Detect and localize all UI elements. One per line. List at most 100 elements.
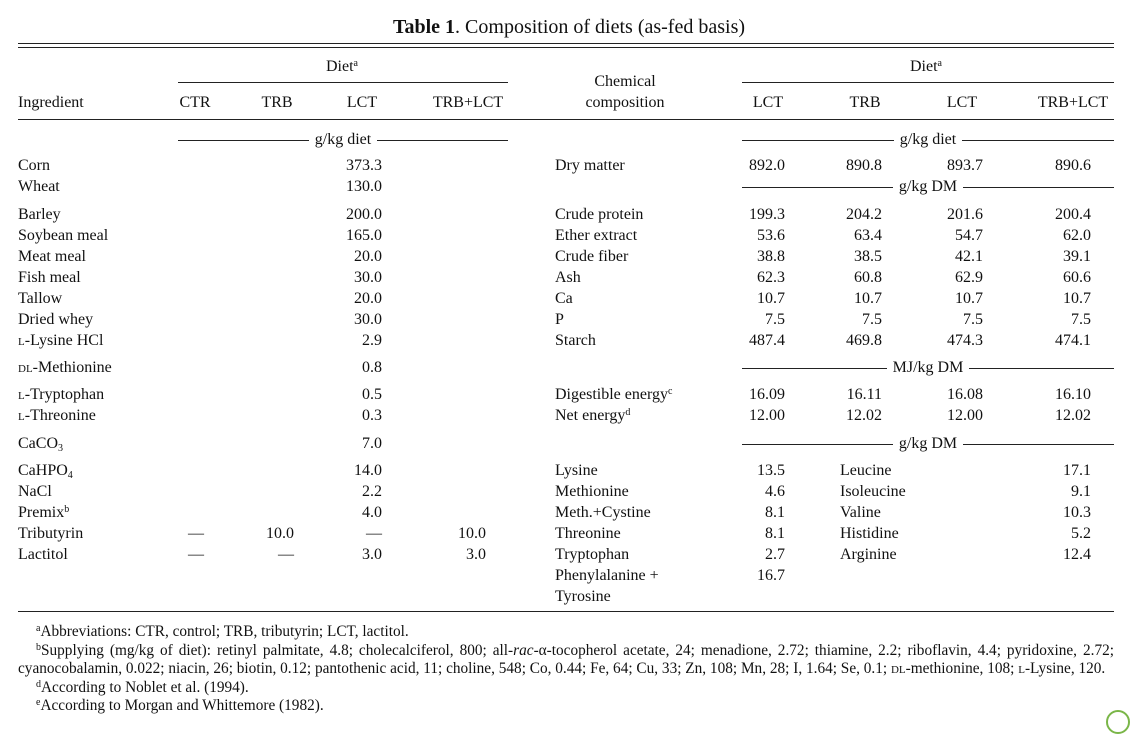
name: Ash <box>555 269 581 286</box>
footnote-mark: b <box>36 641 41 653</box>
cell: — <box>278 546 294 563</box>
composition: Ca <box>555 290 573 308</box>
ingredient: Tallow <box>18 290 62 308</box>
column-header: LCT <box>752 94 784 111</box>
name: -Tryptophan <box>24 386 105 403</box>
ingredient: Corn <box>18 157 50 175</box>
cell: 487.4 <box>749 332 785 349</box>
footnote-text: According to Morgan and Whittemore (1982… <box>40 697 324 715</box>
name: Dried whey <box>18 311 94 328</box>
amino-acid: Leucine <box>840 462 892 479</box>
unit-label: g/kg diet <box>314 131 372 148</box>
unit-divider: g/kg DM <box>742 435 1115 453</box>
cell: 200.0 <box>346 206 382 223</box>
cell: 16.08 <box>947 386 983 403</box>
cell: 62.3 <box>757 269 785 286</box>
amino-acid: Methionine <box>555 483 629 500</box>
name: Dry matter <box>555 157 625 174</box>
name: Ether extract <box>555 227 638 244</box>
composition: Net energyd <box>555 407 630 425</box>
logo <box>1106 710 1130 734</box>
footnote-text: Supplying (mg/kg of diet): retinyl palmi… <box>41 641 514 659</box>
cell: 16.7 <box>757 567 785 584</box>
cell: 7.5 <box>963 311 983 328</box>
cell: 201.6 <box>947 206 983 223</box>
name: Starch <box>555 332 596 349</box>
ingredient: Wheat <box>18 178 60 196</box>
cell: 62.0 <box>1063 227 1091 244</box>
unit-label: g/kg diet <box>899 131 957 148</box>
name: Premix <box>18 504 65 521</box>
ingredient: Barley <box>18 206 61 224</box>
footnote: dAccording to Noblet et al. (1994). <box>18 679 1114 698</box>
column-header: LCT <box>946 94 978 111</box>
name: -Methionine <box>32 359 112 376</box>
group-rule <box>742 82 1114 83</box>
cell: — <box>366 525 382 542</box>
cell: 20.0 <box>354 248 382 265</box>
ingredient: l-Tryptophan <box>18 386 104 404</box>
ingredient: CaCO3 <box>18 435 63 454</box>
cell: 53.6 <box>757 227 785 244</box>
prefix: dl <box>18 359 33 376</box>
cell: 10.7 <box>757 290 785 307</box>
name: Ca <box>555 290 573 307</box>
cell: 2.2 <box>362 483 382 500</box>
unit-line <box>963 186 1115 188</box>
cell: 200.4 <box>1055 206 1091 223</box>
footnote-text: dl <box>890 660 906 678</box>
table-title: Table 1. Composition of diets (as-fed ba… <box>393 16 745 38</box>
column-header: Chemical <box>594 73 656 90</box>
cell: 63.4 <box>854 227 882 244</box>
name: Crude fiber <box>555 248 629 265</box>
unit-line <box>742 186 893 188</box>
cell: 42.1 <box>955 248 983 265</box>
ingredient: l-Lysine HCl <box>18 332 103 350</box>
cell: 14.0 <box>354 462 382 479</box>
superscript: a <box>937 58 942 69</box>
composition: Dry matter <box>555 157 625 175</box>
superscript: a <box>353 58 358 69</box>
unit-divider: MJ/kg DM <box>742 359 1114 377</box>
ingredient: CaHPO4 <box>18 462 73 481</box>
name: Crude protein <box>555 206 644 223</box>
composition: Digestible energyc <box>555 386 672 404</box>
footnote-text: According to Noblet et al. (1994). <box>41 678 249 696</box>
cell: 890.8 <box>846 157 882 174</box>
cell: — <box>188 525 204 542</box>
footnote-text: rac <box>513 641 534 659</box>
ingredient: Meat meal <box>18 248 86 266</box>
column-header: TRB <box>261 94 293 111</box>
cell: 8.1 <box>765 504 785 521</box>
unit-divider: g/kg diet <box>178 131 508 149</box>
ingredient: Fish meal <box>18 269 81 287</box>
composition: Starch <box>555 332 596 350</box>
footnote-text: -Lysine, 120. <box>1024 660 1106 678</box>
name: Lactitol <box>18 546 68 563</box>
column-header: TRB+LCT <box>1037 94 1109 111</box>
footnote: aAbbreviations: CTR, control; TRB, tribu… <box>18 623 1114 642</box>
cell: 0.8 <box>362 359 382 376</box>
unit-divider: g/kg diet <box>742 131 1114 149</box>
superscript: c <box>668 386 673 397</box>
cell: 204.2 <box>846 206 882 223</box>
group-header: Dieta <box>326 58 358 76</box>
superscript: d <box>625 407 631 418</box>
column-header: TRB+LCT <box>432 94 504 111</box>
cell: 892.0 <box>749 157 785 174</box>
cell: — <box>188 546 204 563</box>
column-header: CTR <box>179 94 211 111</box>
ingredient: NaCl <box>18 483 52 501</box>
name: P <box>555 311 564 328</box>
cell: 17.1 <box>1063 462 1091 479</box>
cell: 3.0 <box>466 546 486 563</box>
amino-acid: Valine <box>840 504 881 521</box>
unit-label: MJ/kg DM <box>892 359 964 376</box>
cell: 469.8 <box>846 332 882 349</box>
unit-line <box>962 139 1114 141</box>
cell: 7.5 <box>765 311 785 328</box>
cell: 10.7 <box>955 290 983 307</box>
footnotes: aAbbreviations: CTR, control; TRB, tribu… <box>18 623 1114 716</box>
name: CaCO <box>18 435 58 452</box>
name: CaHPO <box>18 462 68 479</box>
